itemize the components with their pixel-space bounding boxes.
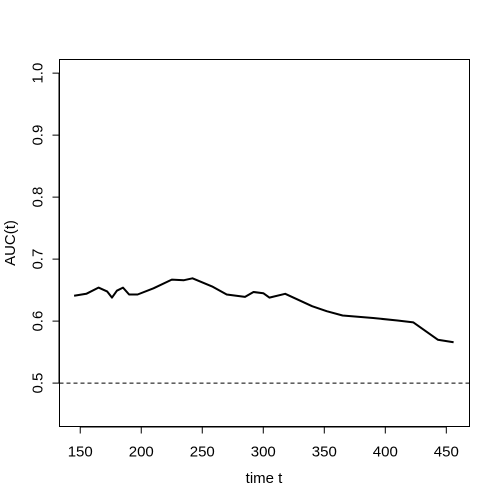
series-line-0	[73, 277, 454, 344]
y-tick-label: 0.7	[30, 249, 47, 270]
x-tick-label: 350	[312, 444, 337, 461]
y-tick-label: 0.5	[30, 373, 47, 394]
y-tick-label: 0.6	[30, 311, 47, 332]
y-tick-label: 0.8	[30, 187, 47, 208]
x-tick-label: 450	[434, 444, 459, 461]
x-axis-title: time t	[246, 470, 284, 487]
plot-area	[59, 277, 470, 384]
plot-frame	[59, 59, 470, 427]
x-tick-label: 150	[68, 444, 93, 461]
y-tick-label: 0.9	[30, 125, 47, 146]
x-axis: 150 200 250 300 350 400 450	[68, 426, 459, 461]
y-axis: 0.5 0.6 0.7 0.8 0.9 1.0	[30, 63, 60, 394]
x-tick-label: 300	[251, 444, 276, 461]
x-tick-label: 400	[373, 444, 398, 461]
x-tick-label: 250	[190, 444, 215, 461]
y-axis-title: AUC(t)	[2, 220, 19, 266]
x-tick-label: 200	[129, 444, 154, 461]
y-tick-label: 1.0	[30, 63, 47, 84]
